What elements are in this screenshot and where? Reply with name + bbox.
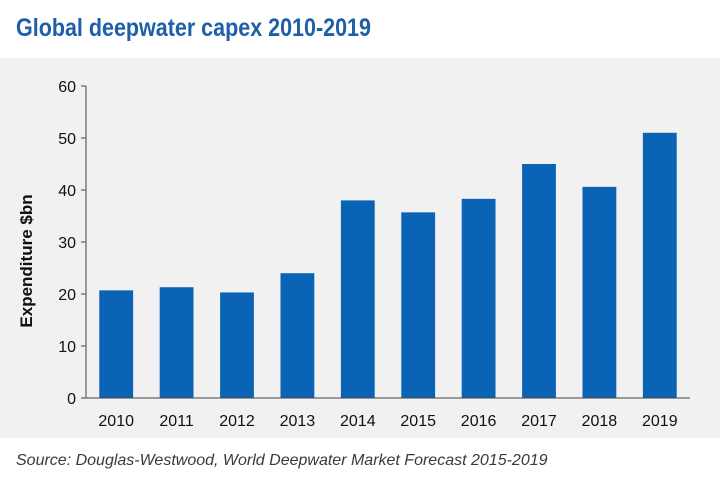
x-tick-label: 2015 (400, 413, 436, 430)
y-tick-label: 60 (58, 79, 76, 96)
y-tick-label: 50 (58, 131, 76, 148)
x-tick-label: 2019 (642, 413, 678, 430)
x-tick-label: 2013 (280, 413, 316, 430)
x-tick-label: 2011 (159, 413, 194, 430)
x-axis: 2010 2011 2012 2013 2014 2015 2016 2017 2018 2019 (86, 397, 690, 430)
bar-2019 (642, 132, 677, 399)
bar-2010 (99, 290, 134, 398)
x-tick-label: 2017 (521, 413, 557, 430)
x-tick-label: 2014 (340, 413, 376, 430)
bar-2011 (159, 287, 194, 398)
x-tick-label: 2012 (219, 413, 255, 430)
bar-2017 (522, 164, 556, 398)
y-axis-label: Expenditure $bn (17, 194, 36, 327)
y-tick-label: 30 (58, 235, 76, 252)
y-tick-label: 20 (58, 287, 76, 304)
chart-panel: Expenditure $bn 0 10 20 30 40 50 60 2010 2011 20… (0, 58, 720, 438)
source-note: Source: Douglas-Westwood, World Deepwate… (16, 452, 548, 469)
y-tick-label: 10 (58, 339, 76, 356)
bar-2012 (220, 292, 254, 398)
bar-2018 (582, 186, 617, 398)
x-tick-label: 2018 (582, 413, 618, 430)
bar-2015 (401, 212, 436, 398)
x-tick-label: 2016 (461, 413, 497, 430)
y-axis: 0 10 20 30 40 50 60 (58, 79, 87, 408)
bar-2013 (280, 273, 315, 398)
bar-2016 (461, 198, 496, 398)
y-tick-label: 40 (58, 183, 76, 200)
y-tick-label: 0 (67, 391, 76, 408)
x-tick-label: 2010 (98, 413, 134, 430)
bars (99, 132, 677, 399)
bar-2014 (340, 200, 375, 398)
chart-title: Global deepwater capex 2010-2019 (16, 14, 371, 42)
